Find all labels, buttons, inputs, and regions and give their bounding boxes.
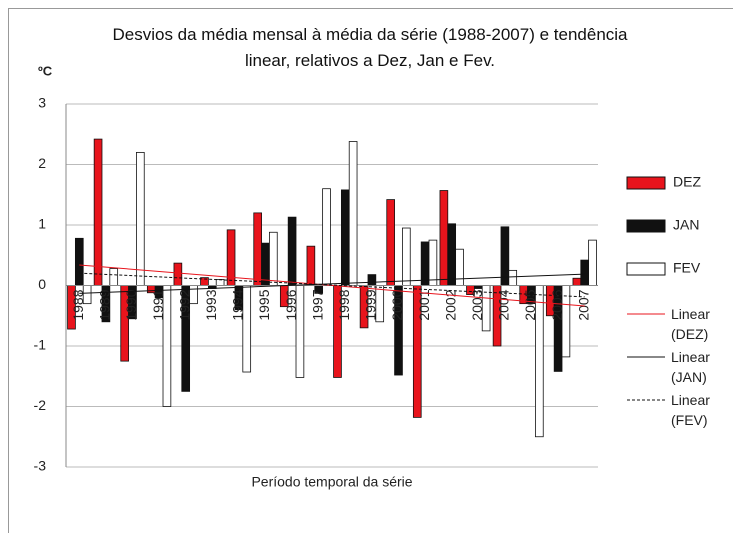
y-tick-label: 1 [38, 216, 46, 232]
x-tick-label: 2001 [416, 289, 432, 320]
legend-label: Linear (JAN) [671, 349, 710, 385]
bar [215, 279, 225, 286]
trendline [79, 273, 585, 294]
y-tick-label: 2 [38, 155, 46, 171]
x-tick-label: 1995 [256, 289, 272, 320]
bar [402, 227, 411, 286]
bar [580, 259, 590, 286]
y-axis-label: ºC [38, 63, 53, 78]
legend-label-box: Linear (FEV) [671, 392, 710, 428]
x-tick-label: 2003 [469, 289, 485, 320]
y-tick-label: -3 [34, 458, 47, 474]
x-tick-label: 2004 [496, 289, 512, 320]
bar [428, 239, 438, 286]
chart-title: Desvios da média mensal à média da série… [112, 25, 628, 70]
title-box: Desvios da média mensal à média da série… [112, 25, 628, 70]
legend-swatch [626, 219, 666, 233]
legend-label-box: Linear (DEZ) [671, 306, 710, 342]
bar [348, 141, 358, 286]
legend-label-box: Linear (JAN) [671, 349, 710, 385]
x-axis-label: Período temporal da série [251, 474, 412, 490]
x-tick-label: 1998 [336, 289, 352, 320]
x-tick-label: 1996 [283, 289, 299, 320]
legend-swatch [626, 176, 666, 190]
y-tick-label: -1 [34, 337, 47, 353]
trendline [79, 272, 585, 298]
legend-label: Linear (FEV) [671, 392, 710, 428]
x-tick-label: 1999 [363, 289, 379, 320]
legend-label: Linear (DEZ) [671, 306, 710, 342]
bar [572, 277, 582, 286]
legend-label: JAN [673, 217, 699, 233]
x-tick-label: 2006 [549, 289, 565, 320]
bar [74, 237, 84, 286]
x-tick-label: 1992 [176, 289, 192, 320]
x-tick-label: 1990 [123, 289, 139, 320]
bar [455, 248, 464, 286]
bar [367, 274, 377, 286]
bar [261, 242, 270, 286]
bar [447, 223, 457, 286]
legend-label: FEV [673, 260, 701, 276]
bar [322, 188, 331, 286]
bar [420, 241, 430, 286]
x-tick-label: 1989 [97, 289, 113, 320]
x-tick-label: 2000 [389, 289, 405, 320]
bar [269, 231, 278, 286]
bar [253, 212, 262, 286]
bar [306, 245, 316, 286]
y-tick-label: 3 [38, 95, 46, 111]
x-tick-label: 2005 [522, 289, 538, 320]
x-tick-label: 2007 [575, 289, 591, 320]
bar [136, 151, 145, 286]
x-tick-label: 1994 [230, 289, 246, 320]
x-tick-label: 1997 [309, 289, 325, 320]
bar [93, 138, 103, 286]
x-tick-label: 2002 [442, 289, 458, 320]
bar [109, 268, 119, 286]
bar [508, 269, 518, 286]
bar [173, 262, 183, 286]
legend-swatch [626, 262, 666, 276]
bar [386, 199, 395, 286]
y-tick-label: 0 [38, 276, 46, 292]
bar [340, 189, 350, 286]
legend-label: DEZ [673, 174, 701, 190]
x-tick-label: 1988 [70, 289, 86, 320]
y-tick-label: -2 [34, 397, 47, 413]
bar [588, 239, 597, 286]
chart-frame [8, 8, 733, 533]
x-tick-label: 1991 [150, 289, 166, 320]
bar [287, 216, 297, 286]
x-tick-label: 1993 [203, 289, 219, 320]
bar [439, 190, 449, 286]
